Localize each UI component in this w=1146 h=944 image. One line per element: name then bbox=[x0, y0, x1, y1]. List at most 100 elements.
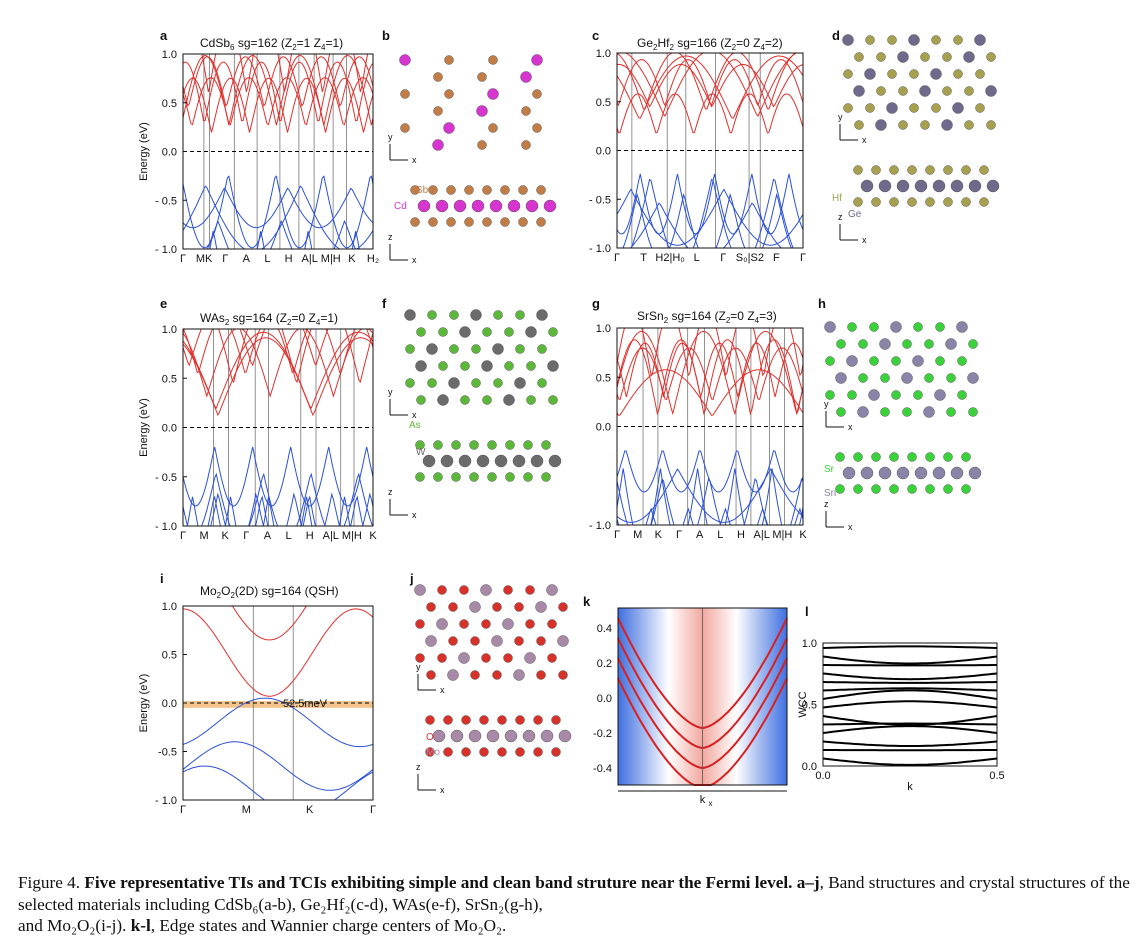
atom bbox=[558, 729, 572, 743]
k-label: Γ bbox=[614, 529, 620, 541]
k-label: K bbox=[222, 530, 230, 542]
axis-label: z bbox=[416, 762, 421, 772]
title-part: Hf bbox=[657, 36, 670, 50]
bands bbox=[617, 53, 803, 248]
valence-band bbox=[630, 178, 794, 248]
k-label: M bbox=[200, 530, 209, 542]
crystal-structure-layer: bSbCdyxzxdHfGeyxzxfAsWyxzxhSrSnyxzxjOMoy… bbox=[382, 28, 1000, 795]
valence-band bbox=[183, 741, 373, 791]
atom bbox=[986, 179, 1000, 193]
atom bbox=[533, 715, 543, 725]
conduction-band bbox=[617, 347, 803, 401]
atom bbox=[541, 440, 551, 450]
atom bbox=[907, 197, 917, 207]
title-part: SrSn bbox=[637, 309, 664, 323]
k-label: A|L bbox=[323, 530, 339, 542]
atom bbox=[437, 585, 447, 595]
title-part: =1) bbox=[320, 311, 338, 325]
y-tick-label: 0.2 bbox=[597, 658, 612, 670]
atom bbox=[547, 619, 557, 629]
atom bbox=[853, 452, 863, 462]
title-subscript: 2 bbox=[292, 43, 297, 52]
k-label: M|H bbox=[342, 530, 362, 542]
atom bbox=[514, 636, 524, 646]
valence-band bbox=[186, 496, 351, 526]
atom bbox=[443, 715, 453, 725]
y-tick-label: 0.0 bbox=[596, 146, 611, 158]
atom bbox=[417, 199, 431, 213]
k-label: Γ bbox=[243, 530, 249, 542]
atom bbox=[923, 406, 935, 418]
y-tick-label: - 1.0 bbox=[589, 520, 611, 532]
atom bbox=[461, 747, 471, 757]
atom bbox=[469, 601, 481, 613]
atom bbox=[868, 389, 880, 401]
y-tick-label: 0.5 bbox=[162, 98, 177, 110]
k-label: T bbox=[640, 252, 647, 264]
gap-label: 52.5meV bbox=[283, 698, 328, 710]
k-label: K bbox=[369, 530, 377, 542]
conduction-band bbox=[625, 53, 798, 117]
wcc-line bbox=[822, 672, 998, 681]
k-label: K bbox=[799, 529, 807, 541]
title-subscript: 4 bbox=[760, 43, 765, 52]
k-label: A bbox=[264, 530, 272, 542]
atom bbox=[518, 217, 528, 227]
atom bbox=[494, 454, 508, 468]
atom bbox=[835, 372, 847, 384]
conduction-band bbox=[617, 53, 803, 110]
atom bbox=[914, 466, 928, 480]
atom bbox=[433, 72, 443, 82]
atom bbox=[913, 322, 923, 332]
atom bbox=[952, 102, 964, 114]
k-label: A|L bbox=[754, 529, 770, 541]
title-part: Mo bbox=[200, 584, 217, 598]
atom bbox=[451, 472, 461, 482]
atom bbox=[880, 407, 890, 417]
y-tick-label: - 0.5 bbox=[589, 194, 611, 206]
atom bbox=[865, 35, 875, 45]
axis-label: z bbox=[388, 232, 393, 242]
panel-title: SrSn2 sg=164 (Z2=0 Z4=3) bbox=[637, 309, 777, 325]
y-tick-label: 0.0 bbox=[162, 423, 177, 435]
title-part: sg=166 (Z bbox=[674, 36, 732, 50]
atom bbox=[913, 390, 923, 400]
atom bbox=[492, 602, 502, 612]
atom bbox=[547, 653, 557, 663]
atom bbox=[518, 185, 528, 195]
atom bbox=[843, 103, 853, 113]
atom bbox=[481, 360, 493, 372]
title-subscript: 2 bbox=[726, 316, 731, 325]
atom bbox=[444, 89, 454, 99]
atom bbox=[907, 452, 917, 462]
atom bbox=[536, 217, 546, 227]
k-label: MK bbox=[196, 253, 213, 265]
atom bbox=[847, 322, 857, 332]
atom bbox=[521, 106, 531, 116]
conduction-band bbox=[617, 328, 803, 377]
atom bbox=[481, 619, 491, 629]
atom bbox=[480, 584, 492, 596]
valence-band bbox=[617, 468, 803, 523]
atom bbox=[426, 343, 438, 355]
atom bbox=[836, 407, 846, 417]
conduction-band bbox=[617, 59, 803, 107]
conduction-band bbox=[617, 369, 803, 416]
atom bbox=[902, 339, 912, 349]
k-label: L bbox=[264, 253, 270, 265]
atom bbox=[489, 199, 503, 213]
k-label: K bbox=[306, 804, 314, 816]
atom bbox=[901, 372, 913, 384]
atom bbox=[525, 326, 537, 338]
k-label: H bbox=[285, 253, 293, 265]
atom bbox=[925, 165, 935, 175]
atom bbox=[525, 199, 539, 213]
atom bbox=[950, 179, 964, 193]
atom bbox=[469, 472, 479, 482]
atom bbox=[548, 327, 558, 337]
atom bbox=[443, 747, 453, 757]
atom bbox=[943, 484, 953, 494]
atom bbox=[869, 322, 879, 332]
bands bbox=[183, 606, 373, 800]
atom bbox=[968, 407, 978, 417]
